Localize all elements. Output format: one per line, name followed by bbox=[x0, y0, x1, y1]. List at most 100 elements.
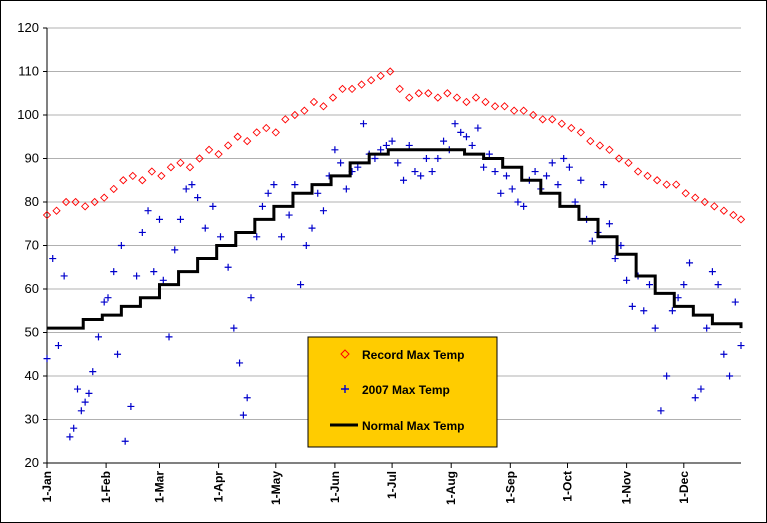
max-2007-point bbox=[394, 159, 402, 167]
max-2007-point bbox=[640, 307, 648, 315]
y-tick-label: 50 bbox=[25, 325, 39, 340]
record-max-point bbox=[214, 150, 223, 159]
x-tick-label: 1-Apr bbox=[212, 471, 226, 503]
max-2007-point bbox=[462, 133, 470, 141]
max-2007-point bbox=[49, 255, 57, 263]
max-2007-point bbox=[720, 350, 728, 358]
normal-max-line bbox=[47, 148, 743, 330]
max-2007-point bbox=[628, 302, 636, 310]
record-max-point bbox=[119, 176, 128, 185]
max-2007-point bbox=[560, 155, 568, 162]
max-2007-point bbox=[645, 281, 653, 289]
record-max-point bbox=[338, 84, 347, 94]
axes: 20 30 40 50 60 70 80 90 100 110 120 1-Jan 1-Feb 1-Mar… bbox=[17, 20, 741, 505]
record-max-point bbox=[414, 89, 423, 98]
max-2007-point bbox=[686, 259, 694, 267]
max-2007-point bbox=[331, 146, 339, 154]
record-max-point bbox=[204, 145, 214, 154]
record-max-point bbox=[443, 89, 452, 98]
record-max-point bbox=[736, 215, 746, 224]
max-2007-point bbox=[422, 155, 430, 162]
max-2007-point bbox=[548, 159, 556, 167]
record-max-point bbox=[576, 128, 585, 137]
x-tick-label: 1-Oct bbox=[561, 471, 575, 502]
max-2007-point bbox=[74, 385, 82, 393]
max-2007-point bbox=[278, 233, 286, 241]
record-max-point bbox=[52, 206, 61, 215]
max-2007-point bbox=[117, 242, 125, 249]
max-2007-point bbox=[588, 237, 596, 245]
max-2007-point bbox=[297, 281, 305, 289]
record-max-point bbox=[309, 97, 319, 107]
max-2007-point bbox=[714, 281, 722, 289]
y-tick-label: 120 bbox=[17, 20, 39, 35]
y-tick-label: 40 bbox=[25, 368, 39, 383]
max-2007-point bbox=[657, 407, 665, 415]
max-2007-point bbox=[127, 402, 135, 410]
record-max-point bbox=[128, 171, 137, 181]
y-tick-label: 100 bbox=[17, 107, 39, 122]
legend-marker-record bbox=[340, 349, 350, 359]
record-max-point bbox=[710, 202, 719, 211]
max-2007-point bbox=[577, 176, 585, 184]
max-2007-point bbox=[253, 233, 261, 241]
record-max-point bbox=[61, 197, 71, 207]
max-2007-point bbox=[285, 211, 293, 219]
record-max-point bbox=[386, 67, 395, 76]
max-2007-point bbox=[66, 433, 74, 441]
max-2007-point bbox=[308, 224, 316, 232]
legend-box bbox=[307, 336, 498, 448]
record-max-point bbox=[633, 167, 643, 176]
max-2007-point bbox=[217, 233, 224, 241]
max-2007-point bbox=[302, 242, 310, 249]
max-2007-point bbox=[194, 194, 202, 202]
max-2007-point bbox=[291, 181, 299, 189]
max-2007-point bbox=[691, 394, 699, 402]
max-2007-point bbox=[77, 407, 85, 415]
max-2007-point bbox=[138, 228, 146, 236]
record-max-point bbox=[691, 193, 700, 202]
max-2007-point bbox=[708, 268, 716, 276]
x-tick-label: 1-Feb bbox=[99, 471, 113, 503]
record-max-point bbox=[662, 180, 671, 189]
max-2007-point bbox=[554, 181, 562, 189]
record-max-point bbox=[109, 184, 118, 194]
max-2007-point bbox=[182, 185, 190, 193]
max-2007-point bbox=[440, 137, 448, 145]
max-2007-point bbox=[270, 181, 278, 189]
legend-label-normal: Normal Max Temp bbox=[362, 419, 464, 433]
record-max-point bbox=[405, 93, 414, 102]
max-2007-point bbox=[224, 263, 232, 271]
max-2007-point bbox=[417, 172, 425, 180]
record-max-point bbox=[500, 102, 509, 111]
max-2007-point bbox=[520, 202, 528, 210]
max-2007-point bbox=[434, 155, 442, 162]
max-2007-point bbox=[176, 215, 184, 223]
x-tick-label: 1-Sep bbox=[503, 471, 517, 504]
max-2007-point bbox=[502, 172, 510, 180]
legend-marker-2007 bbox=[341, 385, 349, 393]
max-2007-point bbox=[43, 355, 51, 363]
record-max-point bbox=[376, 71, 385, 80]
max-2007-point bbox=[514, 198, 522, 206]
legend: Record Max Temp 2007 Max Temp Normal Max… bbox=[307, 336, 498, 448]
y-tick-label: 110 bbox=[18, 64, 39, 79]
record-max-point bbox=[567, 123, 576, 133]
record-max-point bbox=[233, 132, 242, 141]
max-2007-point bbox=[388, 137, 396, 145]
x-tick-label: 1-Aug bbox=[444, 471, 458, 505]
max-2007-point bbox=[491, 168, 499, 176]
max-2007-point bbox=[337, 159, 345, 167]
y-tick-label: 20 bbox=[25, 455, 39, 470]
max-2007-point bbox=[468, 141, 476, 149]
record-max-point bbox=[424, 89, 433, 98]
y-tick-label: 90 bbox=[25, 151, 39, 166]
max-2007-point bbox=[70, 424, 78, 432]
record-max-point bbox=[557, 119, 566, 128]
record-max-point bbox=[490, 102, 500, 111]
max-2007-point bbox=[474, 124, 482, 132]
max-2007-point bbox=[110, 268, 118, 276]
max-2007-point bbox=[264, 189, 272, 197]
max-2007-point bbox=[60, 272, 68, 280]
record-max-point bbox=[185, 163, 195, 172]
